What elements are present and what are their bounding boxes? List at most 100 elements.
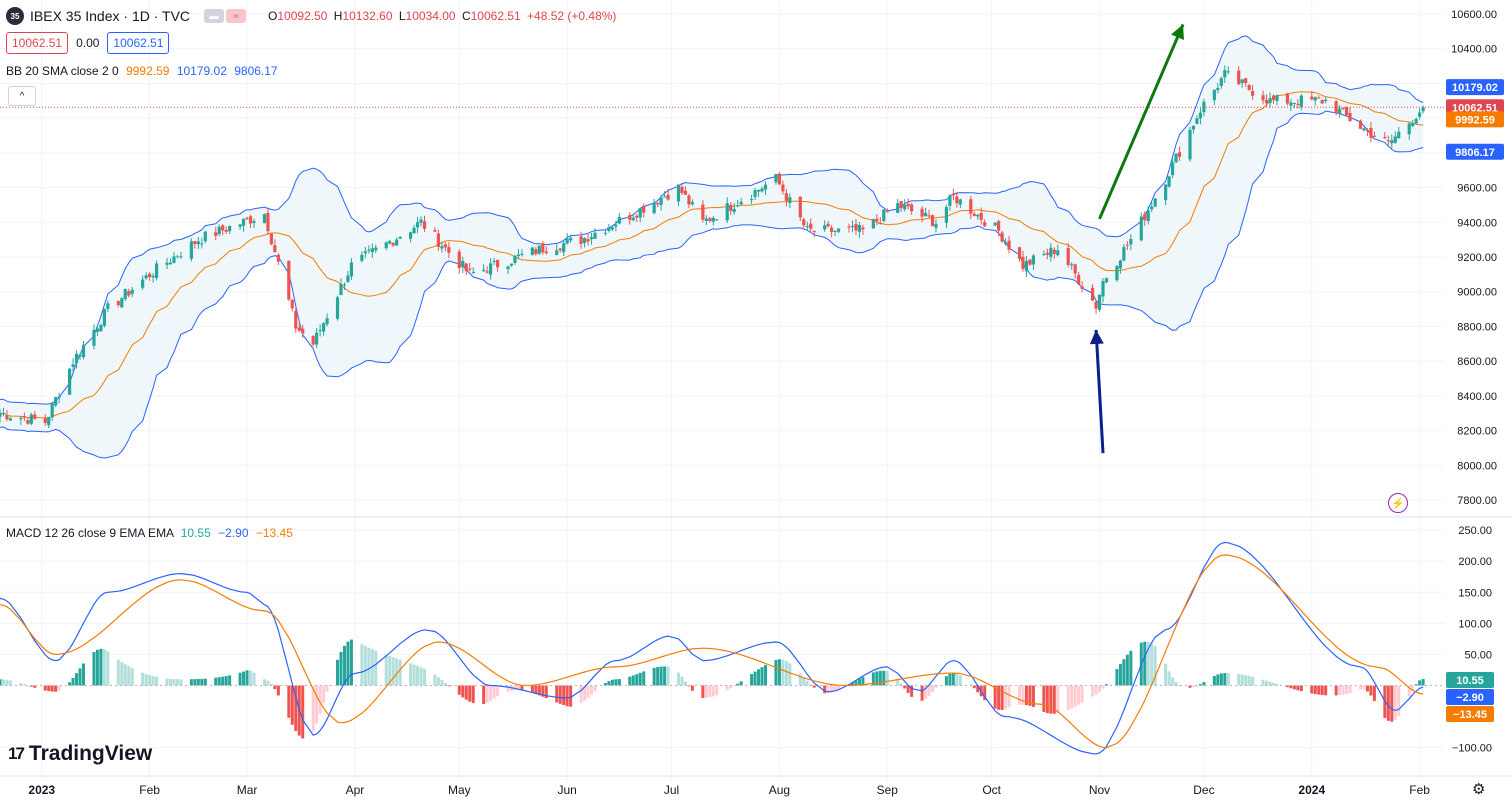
histogram-bar	[325, 685, 329, 692]
histogram-bar	[1358, 685, 1362, 690]
histogram-bar	[447, 685, 451, 687]
histogram-bar	[951, 673, 955, 686]
price-tick-label: 8200.00	[1457, 426, 1497, 438]
histogram-bar	[214, 677, 218, 686]
tradingview-logo[interactable]: 17 TradingView	[8, 742, 152, 766]
histogram-bar	[409, 663, 413, 686]
macd-tag-label: −2.90	[1456, 692, 1484, 704]
histogram-bar	[1066, 685, 1070, 711]
candle	[339, 284, 343, 296]
histogram-bar	[833, 685, 837, 692]
histogram-bar	[78, 668, 82, 686]
flash-icon[interactable]: ⚡	[1388, 493, 1408, 513]
histogram-bar	[1098, 685, 1102, 693]
histogram-bar	[130, 668, 134, 686]
histogram-bar	[1414, 684, 1418, 686]
price-tag	[1446, 143, 1504, 160]
wave-icon[interactable]: ≈	[226, 9, 247, 23]
histogram-bar	[677, 672, 681, 686]
candle	[301, 328, 305, 334]
candle	[1313, 97, 1317, 101]
candle	[628, 215, 632, 220]
histogram-bar	[346, 641, 350, 686]
histogram-bar	[763, 665, 767, 686]
candle	[1324, 99, 1328, 102]
histogram-bar	[739, 681, 743, 686]
candle	[1292, 102, 1296, 104]
candle	[871, 219, 875, 229]
candle	[763, 184, 768, 190]
bb-legend[interactable]: BB 20 SMA close 2 0 9992.59 10179.02 980…	[6, 64, 278, 78]
histogram-bar	[482, 685, 486, 705]
candle	[666, 194, 670, 200]
histogram-bar	[1077, 685, 1081, 705]
histogram-bar	[1150, 643, 1154, 686]
candle	[1251, 91, 1255, 96]
histogram-bar	[823, 685, 827, 694]
minus-icon[interactable]: ▬	[204, 9, 225, 23]
histogram-bar	[1021, 685, 1025, 705]
histogram-bar	[1080, 685, 1084, 703]
collapse-legend-button[interactable]: ^	[8, 86, 36, 106]
candle	[168, 262, 173, 265]
price-tag-label: 10062.51	[1452, 102, 1498, 114]
candle	[1146, 210, 1150, 222]
price-tick-label: 9400.00	[1457, 217, 1497, 229]
histogram-bar	[374, 650, 378, 686]
histogram-bar	[228, 675, 232, 686]
gear-icon[interactable]: ⚙	[1472, 781, 1486, 798]
candle	[1393, 136, 1397, 143]
price-tick-label: 9600.00	[1457, 183, 1497, 195]
low-key: L	[398, 9, 406, 23]
histogram-bar	[82, 663, 86, 686]
histogram-bar	[516, 685, 520, 691]
histogram-bar	[1115, 669, 1119, 686]
histogram-bar	[71, 677, 75, 686]
symbol-logo: 35	[6, 7, 24, 25]
histogram-bar	[95, 649, 99, 686]
histogram-bar	[753, 671, 757, 686]
macd-legend[interactable]: MACD 12 26 close 9 EMA EMA 10.55 −2.90 −…	[6, 526, 293, 540]
histogram-bar	[1240, 674, 1244, 686]
ask-box[interactable]: 10062.51	[107, 32, 170, 54]
candle	[534, 249, 538, 255]
histogram-bar	[1407, 685, 1411, 697]
candle	[1028, 259, 1032, 265]
macd-tick-label: 250.00	[1458, 525, 1492, 537]
annotation-arrow	[1098, 23, 1185, 220]
candle	[1045, 252, 1049, 255]
candle	[325, 318, 329, 325]
macd-tag-label: −13.45	[1453, 709, 1487, 721]
candle	[374, 247, 378, 251]
candle	[997, 221, 1001, 231]
candle	[489, 263, 493, 275]
candle	[175, 256, 180, 258]
candle	[252, 221, 256, 223]
candle	[836, 228, 841, 232]
histogram-bar	[732, 685, 736, 687]
candle	[151, 275, 155, 278]
bid-box[interactable]: 10062.51	[6, 32, 69, 54]
macd-line	[0, 541, 1424, 755]
close-value: 10062.51	[470, 9, 521, 23]
histogram-bar	[238, 672, 242, 686]
candle	[1118, 260, 1123, 269]
price-tag-label: 9806.17	[1455, 147, 1495, 159]
candle	[360, 254, 364, 261]
low-value: 10034.00	[405, 9, 456, 23]
candle	[26, 420, 30, 424]
candle	[294, 310, 298, 329]
candle	[318, 330, 322, 332]
candle	[833, 230, 837, 232]
histogram-bar	[1334, 685, 1338, 696]
symbol-title[interactable]: IBEX 35 Index · 1D · TVC	[30, 8, 191, 24]
histogram-bar	[537, 685, 541, 696]
candle	[541, 243, 545, 253]
histogram-bar	[1372, 685, 1376, 701]
price-tick-label: 7800.00	[1457, 495, 1497, 507]
price-tick-label: 8800.00	[1457, 321, 1497, 333]
candle	[224, 230, 228, 232]
candle	[43, 418, 47, 423]
